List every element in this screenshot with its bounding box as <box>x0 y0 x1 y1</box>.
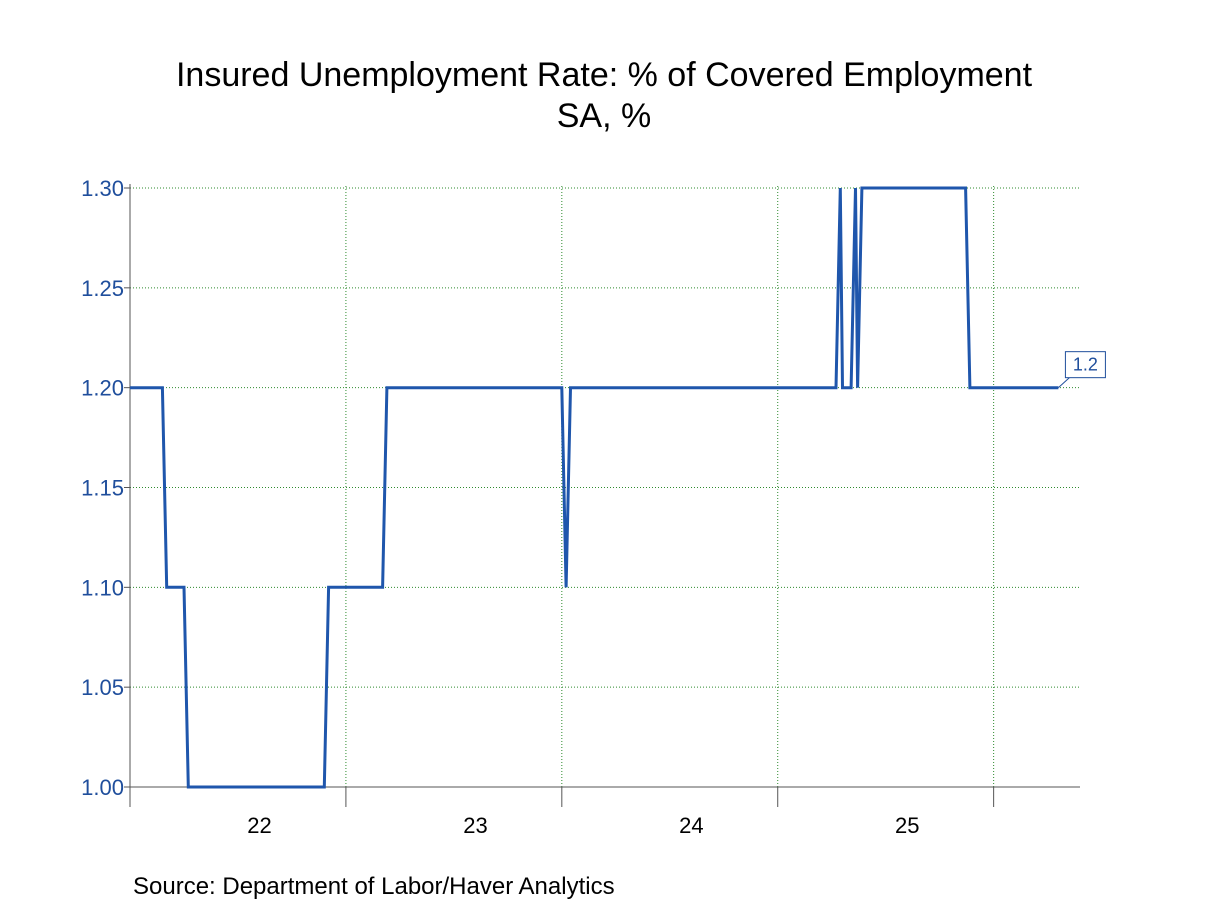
x-tick-label: 23 <box>463 813 487 838</box>
y-tick-label: 1.25 <box>81 276 124 301</box>
series-line-0 <box>130 186 1059 789</box>
end-label-box <box>1064 351 1106 379</box>
y-tick-label: 1.15 <box>81 476 124 501</box>
chart-title: Insured Unemployment Rate: % of Covered … <box>176 56 1033 94</box>
grid <box>130 186 1080 788</box>
x-tick-label: 25 <box>895 813 919 838</box>
y-tick-label: 1.05 <box>81 675 124 700</box>
y-tick-label: 1.00 <box>81 775 124 800</box>
y-axis-ticks: 1.00 1.05 1.10 1.15 1.20 1.25 1.30 <box>81 176 130 800</box>
x-tick-label: 24 <box>679 813 703 838</box>
end-label-leader <box>1058 377 1070 389</box>
axes <box>129 184 1080 807</box>
y-tick-label: 1.10 <box>81 575 124 600</box>
end-value-label: 1.2 <box>1073 355 1098 375</box>
source-note: Source: Department of Labor/Haver Analyt… <box>133 873 615 900</box>
x-tick-label: 22 <box>247 813 271 838</box>
x-axis-ticks: 22 23 24 25 <box>247 787 995 838</box>
chart-subtitle: SA, % <box>557 97 651 135</box>
series-group <box>130 186 1059 789</box>
y-tick-label: 1.20 <box>81 376 124 401</box>
end-value-label-group: 1.2 <box>1058 351 1106 389</box>
y-tick-label: 1.30 <box>81 176 124 201</box>
